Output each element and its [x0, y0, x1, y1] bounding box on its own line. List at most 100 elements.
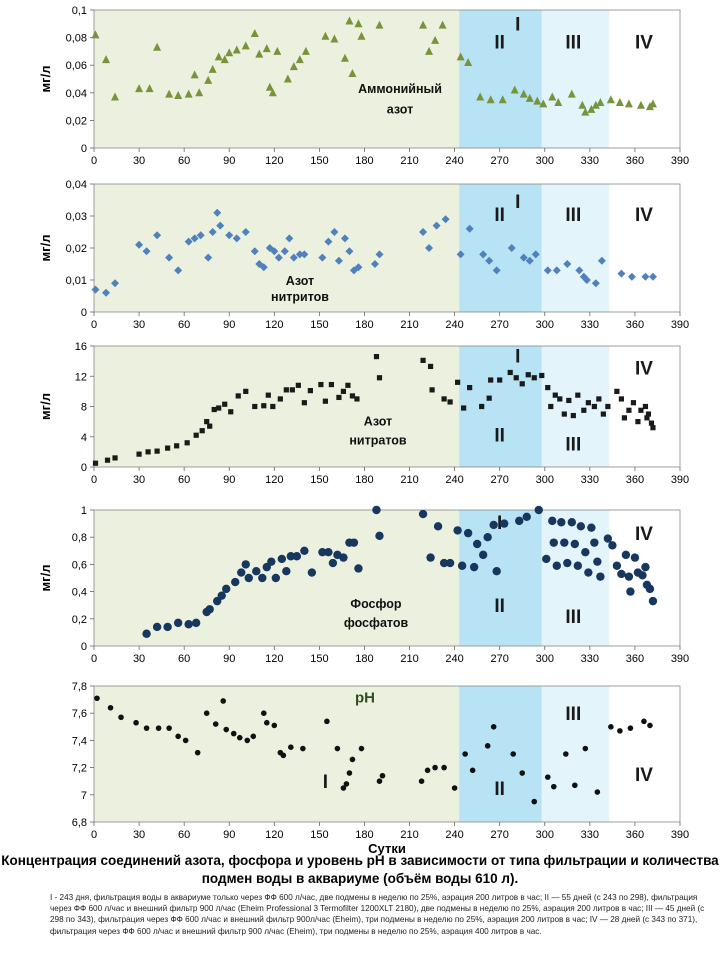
data-point: [638, 407, 644, 413]
data-point: [334, 256, 343, 265]
data-point: [596, 396, 602, 402]
period-band-II: [459, 346, 542, 467]
x-tick-label: 330: [581, 653, 599, 665]
data-point: [463, 528, 473, 538]
data-point: [154, 448, 160, 454]
data-point: [195, 88, 204, 97]
data-point: [539, 372, 545, 379]
y-tick-label: 16: [75, 341, 87, 353]
data-point: [375, 250, 384, 259]
data-point: [570, 412, 576, 419]
data-point: [375, 531, 384, 541]
data-point: [145, 84, 154, 93]
data-point: [283, 74, 292, 83]
data-point: [600, 411, 606, 417]
x-tick-label: 360: [626, 653, 644, 665]
data-point: [498, 95, 507, 104]
series-label: фосфатов: [344, 616, 409, 630]
period-band-I: [94, 346, 460, 467]
data-point: [318, 381, 324, 388]
data-point: [594, 789, 601, 795]
data-point: [462, 751, 468, 757]
period-label-I: I: [323, 772, 328, 793]
data-point: [92, 460, 99, 466]
data-point: [587, 104, 596, 113]
data-point: [348, 68, 357, 77]
x-tick-label: 180: [355, 155, 373, 167]
x-tick-label: 0: [91, 155, 97, 167]
data-point: [213, 208, 222, 217]
data-point: [118, 714, 124, 721]
data-point: [534, 505, 543, 515]
y-tick-label: 0,2: [72, 614, 87, 626]
data-point: [648, 596, 658, 606]
data-point: [343, 781, 350, 787]
data-point: [220, 55, 229, 64]
data-point: [543, 266, 552, 275]
data-point: [624, 572, 634, 581]
data-point: [241, 228, 250, 236]
data-point: [173, 618, 183, 628]
data-point: [237, 568, 246, 577]
period-label-I: I: [497, 513, 502, 534]
data-point: [519, 253, 528, 262]
x-tick-label: 0: [91, 319, 97, 331]
data-point: [576, 522, 586, 531]
data-point: [548, 92, 557, 101]
data-point: [135, 84, 144, 93]
x-tick-label: 60: [178, 829, 190, 841]
data-point: [196, 231, 205, 240]
y-tick-label: 1: [81, 505, 87, 517]
data-point: [228, 409, 234, 415]
data-point: [513, 375, 519, 381]
data-point: [375, 20, 384, 29]
data-point: [220, 698, 227, 704]
y-tick-label: 0,6: [72, 559, 87, 571]
data-point: [152, 622, 162, 632]
data-point: [292, 552, 302, 561]
data-point: [271, 722, 278, 729]
data-point: [184, 440, 190, 446]
x-tick-label: 30: [133, 319, 145, 331]
data-point: [548, 516, 557, 526]
x-tick-label: 150: [310, 155, 328, 167]
data-point: [194, 749, 201, 756]
data-point: [500, 519, 509, 528]
data-point: [112, 455, 118, 461]
data-point: [340, 234, 349, 243]
x-tick-label: 300: [536, 319, 554, 331]
data-point: [645, 584, 655, 594]
x-tick-label: 60: [178, 653, 190, 665]
data-point: [455, 379, 461, 385]
figure-caption: Концентрация соединений азота, фосфора и…: [1, 853, 719, 886]
data-point: [563, 558, 572, 568]
x-tick-label: 270: [491, 829, 509, 841]
data-point: [641, 272, 650, 281]
period-label-III: III: [565, 607, 581, 628]
x-tick-label: 240: [445, 155, 463, 167]
y-tick-label: 0,03: [66, 211, 87, 223]
period-band-I: [94, 184, 460, 312]
data-point: [232, 234, 241, 243]
data-point: [567, 89, 576, 98]
data-point: [618, 396, 624, 402]
data-point: [135, 240, 144, 249]
data-point: [345, 16, 354, 25]
x-tick-label: 330: [581, 474, 599, 486]
data-point: [265, 392, 271, 398]
x-tick-label: 120: [265, 829, 283, 841]
data-point: [642, 403, 649, 410]
data-point: [591, 403, 597, 410]
data-point: [340, 53, 349, 62]
x-tick-label: 60: [178, 474, 190, 486]
data-point: [575, 392, 581, 398]
data-point: [376, 778, 383, 784]
data-point: [519, 381, 525, 387]
data-point: [205, 605, 214, 614]
y-tick-label: 0,8: [72, 532, 87, 544]
data-point: [605, 403, 611, 410]
y-tick-label: 0: [81, 462, 87, 474]
plot-frame: [93, 509, 681, 647]
data-point: [531, 798, 538, 805]
data-point: [104, 457, 111, 463]
